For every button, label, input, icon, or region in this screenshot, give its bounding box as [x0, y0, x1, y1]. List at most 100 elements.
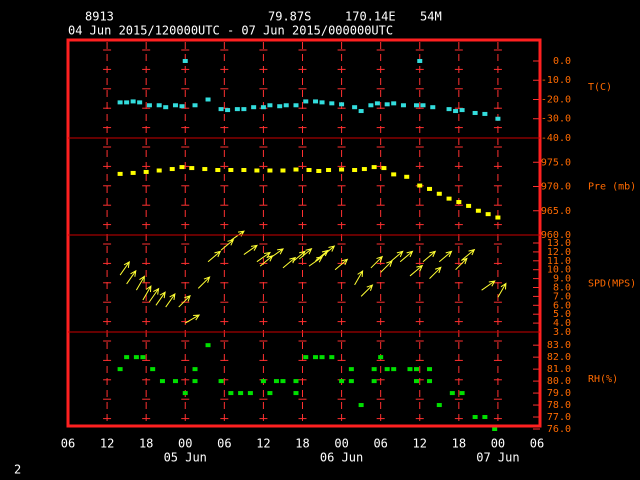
point [417, 183, 423, 188]
wind-arrow [422, 250, 437, 263]
y-tick-label: 965.0 [541, 206, 571, 217]
latitude: 79.87S [268, 10, 311, 24]
y-axis-label: T(C) [588, 82, 612, 93]
y-tick-label: 76.0 [547, 424, 571, 435]
wind-arrow [399, 250, 414, 263]
point [280, 168, 286, 173]
y-tick-label: 5.0 [553, 309, 571, 320]
y-tick-label: 6.0 [553, 300, 571, 311]
y-axis-label: RH(%) [588, 374, 618, 385]
point [293, 103, 299, 108]
x-tick-label: 06 [373, 437, 387, 451]
point [319, 355, 325, 360]
point [179, 104, 185, 109]
wind-arrow [135, 275, 145, 291]
point [352, 105, 358, 110]
wind-arrow [149, 287, 160, 303]
wind-arrow [155, 291, 166, 306]
point [485, 212, 491, 217]
point [361, 167, 367, 172]
point [348, 367, 354, 372]
wind-arrow [360, 284, 374, 297]
point [156, 168, 162, 173]
point [205, 97, 211, 102]
point [316, 168, 322, 173]
point [482, 415, 488, 420]
point [260, 379, 266, 384]
point [277, 104, 283, 109]
y-axis-label: SPD(MPS) [588, 279, 636, 290]
y-tick-label: 3.0 [553, 327, 571, 338]
point [293, 391, 299, 396]
point [495, 116, 501, 121]
wind-arrow [354, 269, 364, 286]
point [358, 109, 364, 114]
wind-arrow [315, 249, 329, 262]
point [172, 103, 178, 108]
x-tick-label: 00 [491, 437, 505, 451]
y-tick-label: 9.0 [553, 274, 571, 285]
point [182, 391, 188, 396]
point [215, 168, 221, 173]
wind-arrow [119, 260, 130, 276]
point [150, 367, 156, 372]
y-tick-label: 970.0 [541, 182, 571, 193]
point [459, 391, 465, 396]
y-tick-label: 7.0 [553, 291, 571, 302]
y-tick-label: 11.0 [547, 256, 571, 267]
point [339, 379, 345, 384]
point [303, 99, 309, 104]
point [172, 379, 178, 384]
wind-arrow [298, 248, 313, 260]
point [436, 403, 442, 408]
point [492, 426, 498, 431]
point [449, 391, 455, 396]
point [313, 355, 319, 360]
point [413, 367, 419, 372]
wind-arrow [269, 248, 284, 259]
point [192, 367, 198, 372]
point [117, 171, 123, 176]
y-tick-label: 83.0 [547, 340, 571, 351]
y-tick-label: -20.0 [541, 94, 571, 105]
x-tick-label: 12 [256, 437, 270, 451]
wind-arrow [207, 250, 222, 263]
wind-arrow [380, 260, 393, 273]
point [238, 391, 244, 396]
point [218, 107, 224, 112]
y-tick-label: 975.0 [541, 157, 571, 168]
wind-arrow [481, 280, 496, 291]
point [417, 58, 423, 63]
point [400, 103, 406, 108]
y-tick-label: -30.0 [541, 114, 571, 125]
wind-arrow [256, 251, 271, 263]
point [189, 166, 195, 171]
point [384, 367, 390, 372]
point [140, 355, 146, 360]
point [326, 168, 332, 173]
point [420, 103, 426, 108]
point [427, 367, 433, 372]
point [374, 101, 380, 106]
point [241, 168, 247, 173]
point [339, 102, 345, 107]
point [247, 391, 253, 396]
y-tick-label: 0.0 [553, 56, 571, 67]
point [384, 102, 390, 107]
point [404, 174, 410, 179]
wind-arrow [390, 250, 404, 263]
wind-arrow [165, 293, 176, 308]
wind-arrow [126, 269, 137, 285]
point [413, 103, 419, 108]
y-tick-label: 10.0 [547, 265, 571, 276]
point [446, 107, 452, 112]
point [436, 191, 442, 196]
point [163, 105, 169, 110]
wind-arrow [497, 282, 507, 298]
wind-arrow [409, 264, 424, 277]
x-tick-label: 06 [61, 437, 75, 451]
station: 8913 [85, 10, 114, 24]
point [475, 208, 481, 213]
y-tick-label: 82.0 [547, 352, 571, 363]
